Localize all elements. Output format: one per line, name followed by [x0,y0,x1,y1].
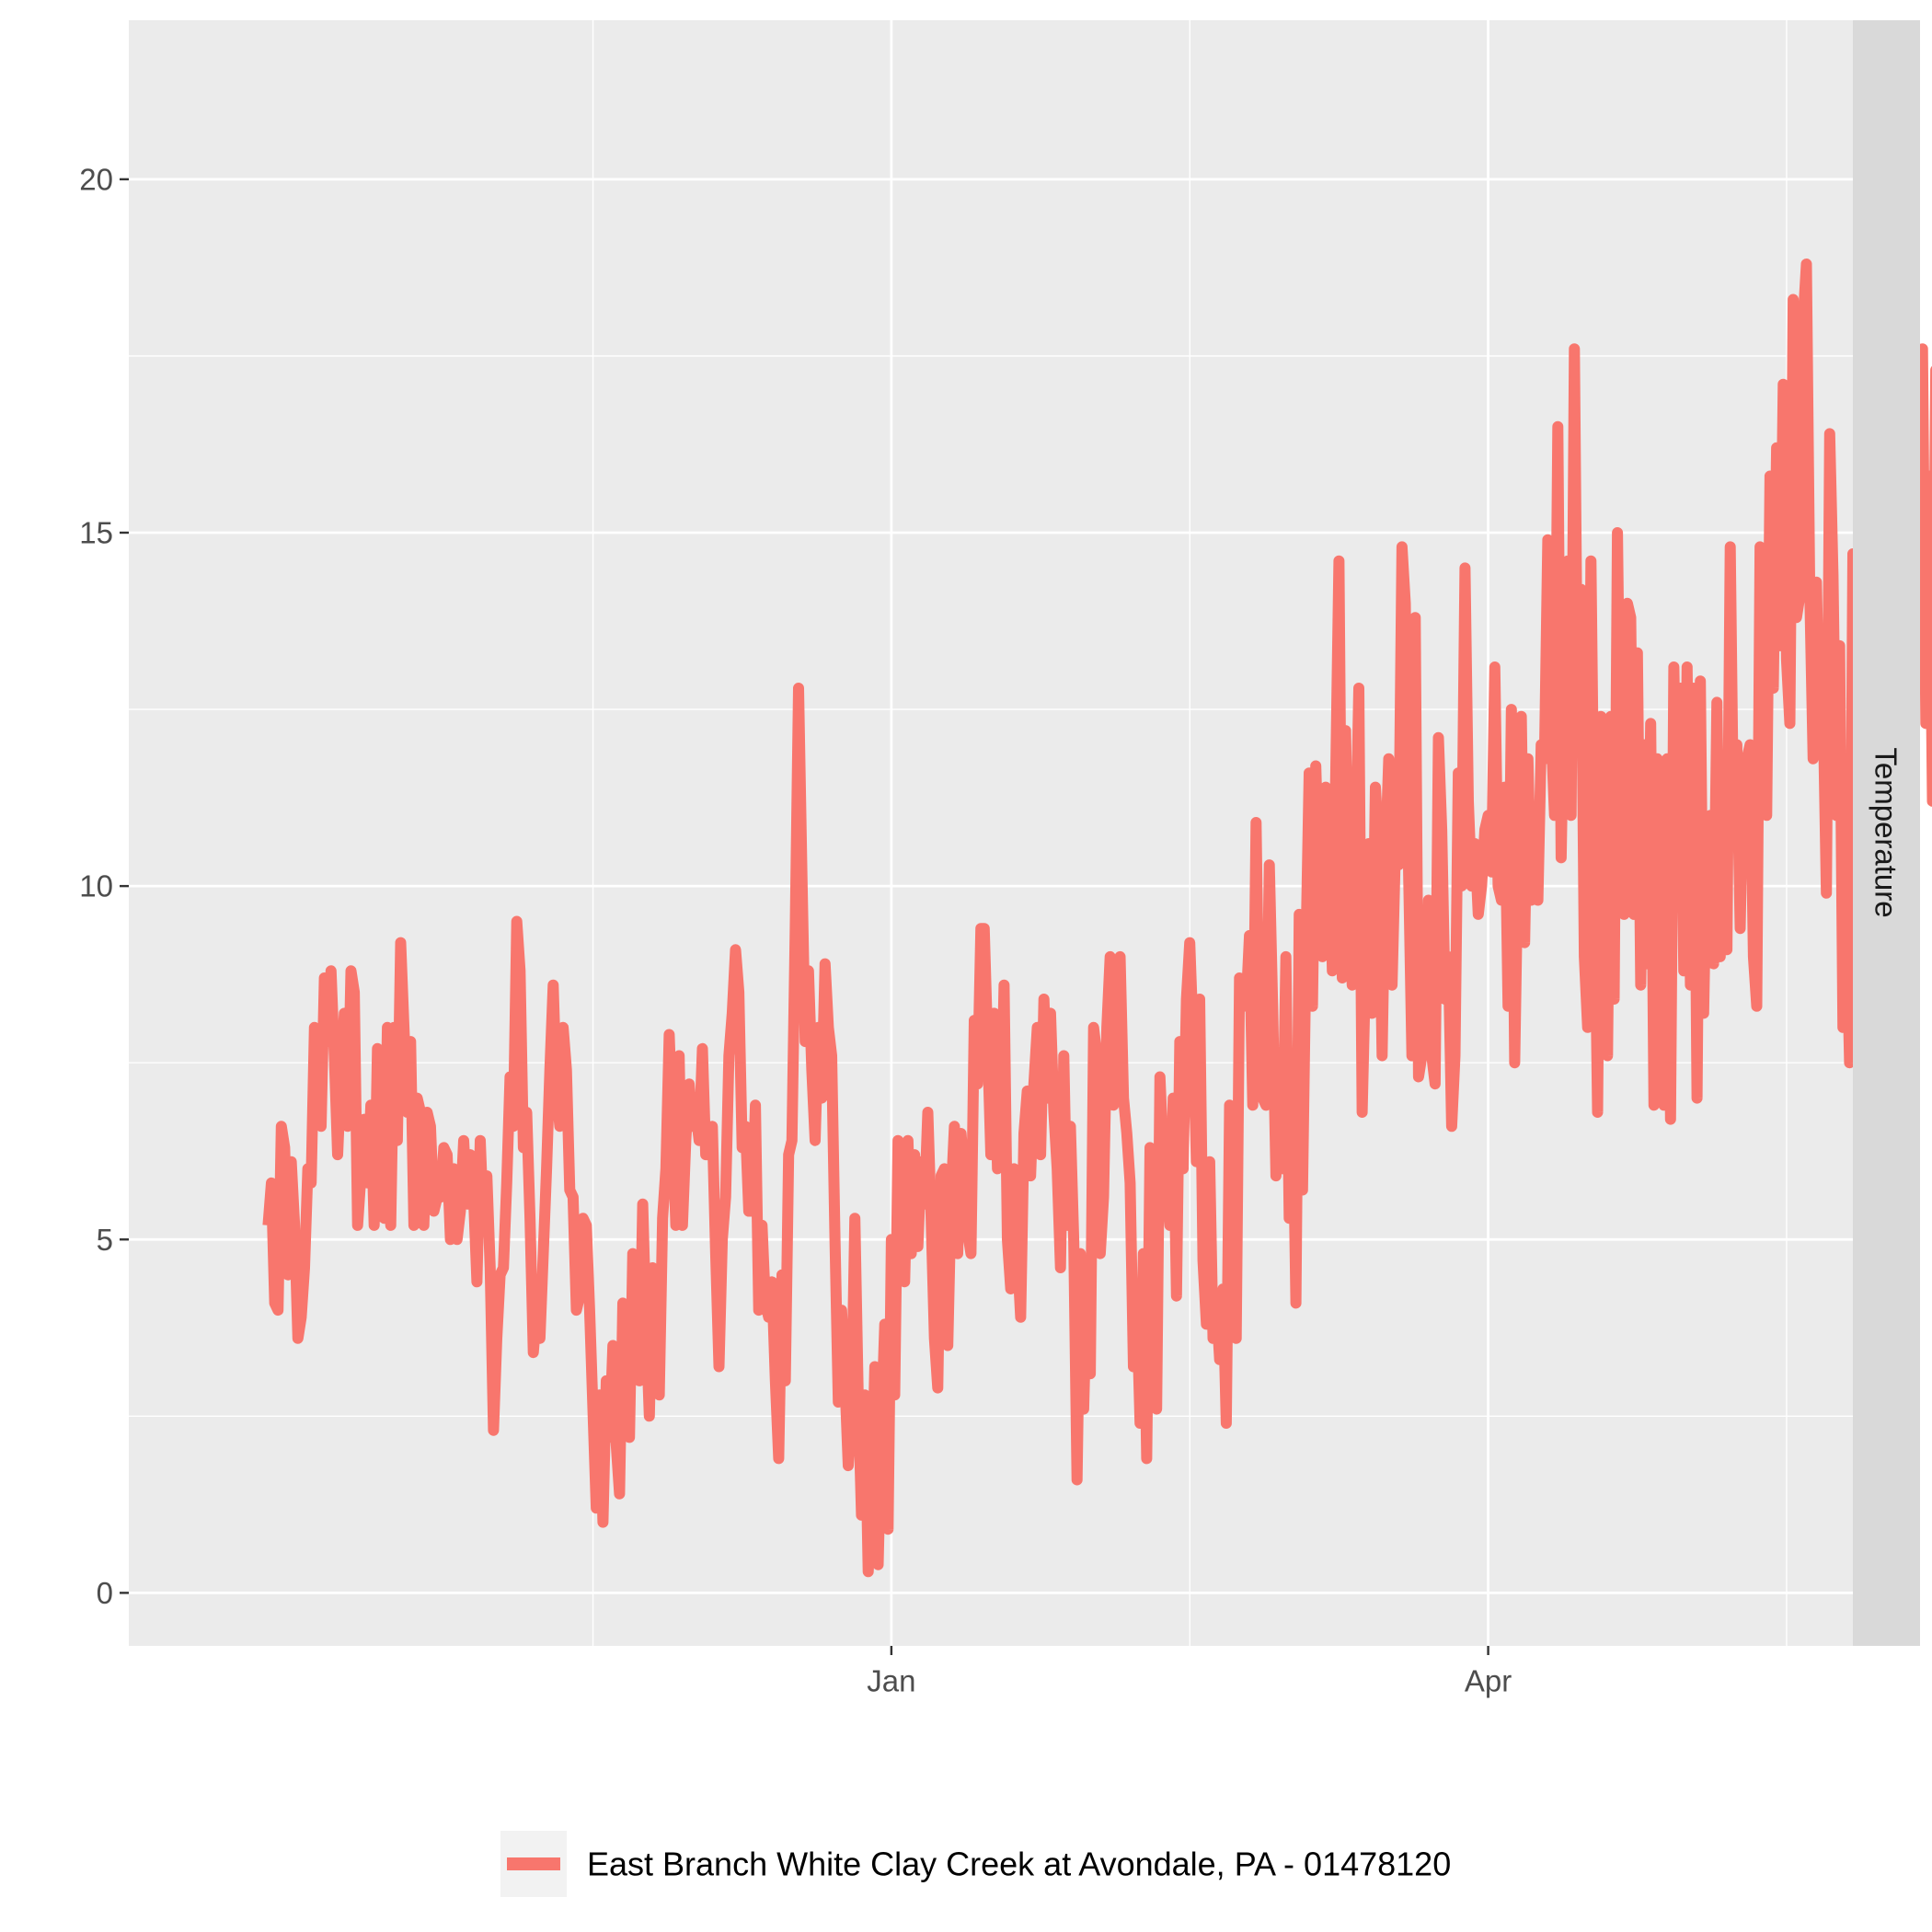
y-tick-label: 0 [97,1576,113,1610]
legend: East Branch White Clay Creek at Avondale… [500,1831,1451,1897]
x-tick-label: Apr [1465,1664,1512,1698]
x-axis: Jan Apr [867,1646,1512,1698]
series-line [262,82,1932,1578]
series-layer [262,82,1932,1578]
facet-strip-label: Temperature [1869,747,1903,917]
x-tick-label: Jan [867,1664,915,1698]
y-tick-label: 10 [79,869,113,903]
facet-strip [1853,20,1920,1646]
legend-label: East Branch White Clay Creek at Avondale… [587,1846,1451,1883]
y-axis: 0 5 10 15 20 [79,162,129,1610]
y-tick-label: 5 [97,1223,113,1257]
y-tick-label: 15 [79,515,113,549]
y-tick-label: 20 [79,162,113,196]
